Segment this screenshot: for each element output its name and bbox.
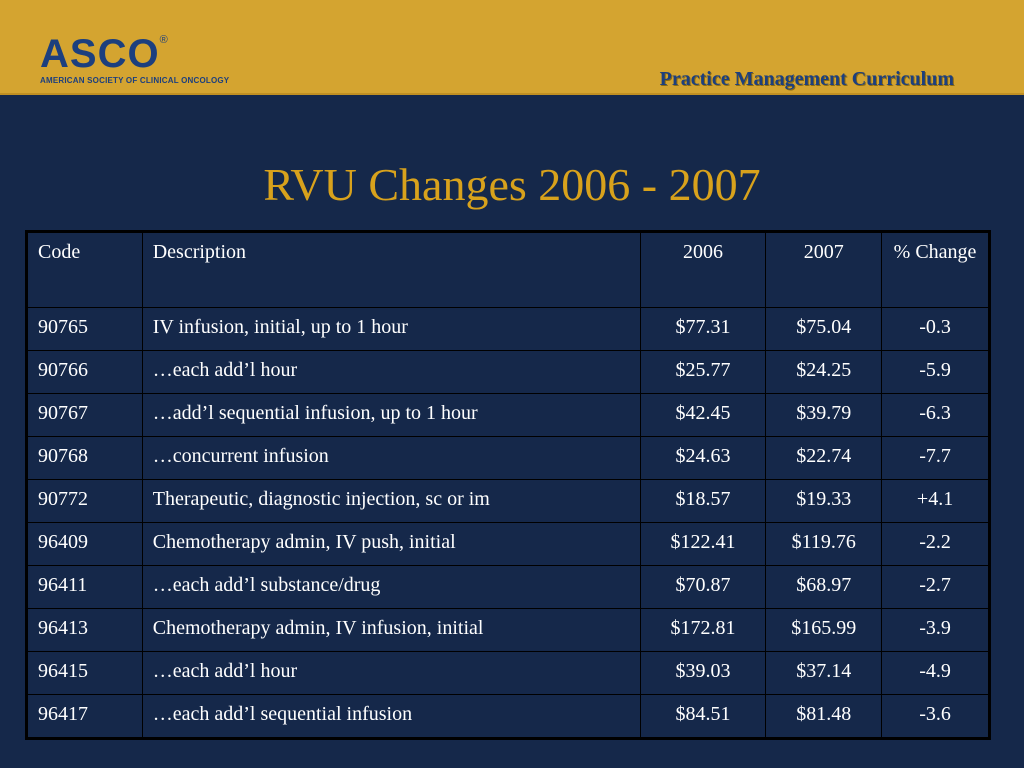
table-cell: IV infusion, initial, up to 1 hour	[141, 307, 641, 351]
table-cell: -3.9	[881, 608, 990, 652]
table-row: 90772 Therapeutic, diagnostic injection, …	[26, 479, 990, 523]
table-row: 96409 Chemotherapy admin, IV push, initia…	[26, 522, 990, 566]
table-cell: 96415	[26, 651, 143, 695]
table-cell: $68.97	[765, 565, 883, 609]
table-cell: $18.57	[639, 479, 767, 523]
table-cell: Chemotherapy admin, IV push, initial	[141, 522, 641, 566]
table-cell: 90765	[26, 307, 143, 351]
table-cell: -5.9	[881, 350, 990, 394]
table-cell: $25.77	[639, 350, 767, 394]
table-row: 96411 …each add’l substance/drug $70.87 $68…	[26, 565, 990, 609]
table-cell: $39.03	[639, 651, 767, 695]
table-cell: …add’l sequential infusion, up to 1 hour	[141, 393, 641, 437]
table-cell: 90772	[26, 479, 143, 523]
table-cell: 96413	[26, 608, 143, 652]
table-cell: $42.45	[639, 393, 767, 437]
slide-title: RVU Changes 2006 - 2007	[263, 159, 761, 210]
table-cell: $84.51	[639, 694, 767, 739]
table-cell: +4.1	[881, 479, 990, 523]
table-row: 96415 …each add’l hour $39.03 $37.14 -4.9	[26, 651, 990, 695]
table-cell: -4.9	[881, 651, 990, 695]
table-cell: $119.76	[765, 522, 883, 566]
table-cell: -2.2	[881, 522, 990, 566]
table-cell: …concurrent infusion	[141, 436, 641, 480]
table-row: 90768 …concurrent infusion $24.63 $22.74 -7.…	[26, 436, 990, 480]
table-cell: $75.04	[765, 307, 883, 351]
table-cell: 90768	[26, 436, 143, 480]
table-row: 90765 IV infusion, initial, up to 1 hour $…	[26, 307, 990, 351]
column-header: 2007	[765, 231, 883, 308]
table-cell: $24.25	[765, 350, 883, 394]
column-header: Code	[26, 231, 143, 308]
table-cell: Chemotherapy admin, IV infusion, initial	[141, 608, 641, 652]
table-cell: $24.63	[639, 436, 767, 480]
table-cell: …each add’l hour	[141, 350, 641, 394]
logo: ASCO® AMERICAN SOCIETY OF CLINICAL ONCOL…	[40, 34, 229, 85]
table-cell: 90766	[26, 350, 143, 394]
table-cell: …each add’l hour	[141, 651, 641, 695]
table-cell: $70.87	[639, 565, 767, 609]
table-cell: $22.74	[765, 436, 883, 480]
table-cell: 96409	[26, 522, 143, 566]
column-header: % Change	[881, 231, 990, 308]
logo-subtitle: AMERICAN SOCIETY OF CLINICAL ONCOLOGY	[40, 76, 230, 85]
logo-registered: ®	[159, 34, 168, 46]
table-cell: Therapeutic, diagnostic injection, sc or…	[141, 479, 641, 523]
table-cell: $81.48	[765, 694, 883, 739]
table-cell: -6.3	[881, 393, 990, 437]
header-row: Code Description 2006 2007% Change	[26, 231, 990, 308]
column-header: 2006	[639, 231, 767, 308]
table-cell: $39.79	[765, 393, 883, 437]
table-cell: …each add’l sequential infusion	[141, 694, 641, 739]
table-cell: 96411	[26, 565, 143, 609]
data-table: Code Description 2006 2007% Change 90765 IV …	[25, 230, 991, 740]
table-body: 90765 IV infusion, initial, up to 1 hour $…	[26, 307, 990, 739]
column-header: Description	[141, 231, 641, 308]
header-band	[0, 0, 1024, 95]
table-cell: 96417	[26, 694, 143, 739]
table-row: 96417 …each add’l sequential infusion $84.…	[26, 694, 990, 739]
table-cell: -3.6	[881, 694, 990, 739]
table-cell: $19.33	[765, 479, 883, 523]
table-cell: $165.99	[765, 608, 883, 652]
header-title: Practice Management Curriculum	[659, 68, 954, 90]
table-cell: -0.3	[881, 307, 990, 351]
table-cell: -7.7	[881, 436, 990, 480]
table-cell: -2.7	[881, 565, 990, 609]
table-cell: $77.31	[639, 307, 767, 351]
table-cell: $37.14	[765, 651, 883, 695]
table-row: 90766 …each add’l hour $25.77 $24.25 -5.9	[26, 350, 990, 394]
table-cell: $172.81	[639, 608, 767, 652]
table-cell: 90767	[26, 393, 143, 437]
logo-text: ASCO	[40, 32, 160, 76]
table-cell: $122.41	[639, 522, 767, 566]
table-row: 90767 …add’l sequential infusion, up to 1…	[26, 393, 990, 437]
table-row: 96413 Chemotherapy admin, IV infusion, in…	[26, 608, 990, 652]
table-cell: …each add’l substance/drug	[141, 565, 641, 609]
